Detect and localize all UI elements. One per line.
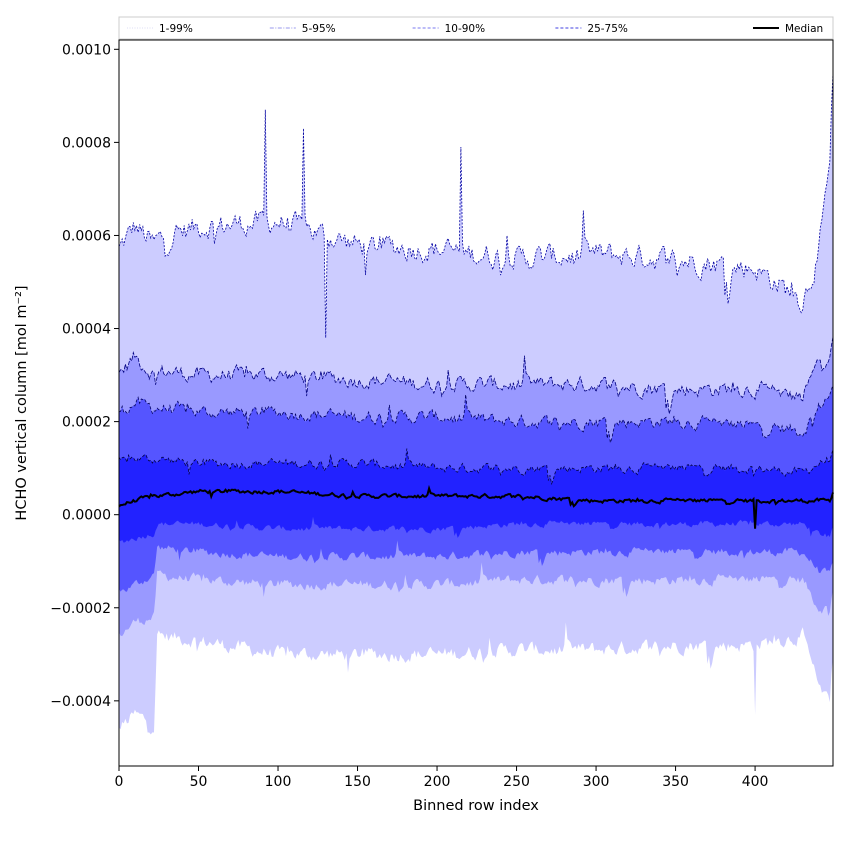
legend: 1-99% 5-95% 10-90% 25-75% Median (118, 16, 834, 40)
x-axis-label: Binned row index (413, 798, 539, 814)
y-tick-label: 0.0010 (62, 42, 111, 58)
x-tick-label: 100 (265, 774, 292, 790)
x-tick-label: 250 (503, 774, 530, 790)
y-tick-label: −0.0002 (50, 601, 111, 617)
x-tick-label: 50 (190, 774, 208, 790)
x-tick-label: 150 (344, 774, 371, 790)
legend-label: 25-75% (587, 23, 628, 35)
legend-box (118, 16, 834, 40)
x-tick-label: 300 (583, 774, 610, 790)
y-tick-label: 0.0006 (62, 228, 111, 244)
x-tick-label: 350 (662, 774, 689, 790)
band-10-90-upper-line (118, 384, 834, 443)
band-25-75-upper-line (118, 448, 834, 486)
median-line (118, 484, 834, 529)
legend-label: 1-99% (159, 23, 193, 35)
plot-frame (118, 39, 834, 767)
series-lines (118, 72, 834, 529)
y-axis-label: HCHO vertical column [mol m⁻²] (14, 285, 30, 520)
legend-label: 10-90% (445, 23, 486, 35)
x-tick-label: 400 (742, 774, 769, 790)
band-5-95-upper-line (118, 336, 834, 414)
y-axis: −0.0004 −0.0002 0.0000 0.0002 0.0004 0.0006 0.… (50, 42, 119, 710)
y-tick-label: 0.0008 (62, 135, 111, 151)
band-1-99-upper-line (118, 72, 834, 338)
percentile-bands (119, 72, 833, 735)
legend-label: 5-95% (302, 23, 336, 35)
x-axis: 0 50 100 150 200 250 300 350 400 (115, 766, 769, 790)
legend-label: Median (785, 23, 823, 35)
x-tick-label: 0 (115, 774, 124, 790)
y-tick-label: 0.0000 (62, 508, 111, 524)
y-tick-label: −0.0004 (50, 694, 111, 710)
y-tick-label: 0.0002 (62, 415, 111, 431)
y-tick-label: 0.0004 (62, 322, 111, 338)
x-tick-label: 200 (424, 774, 451, 790)
